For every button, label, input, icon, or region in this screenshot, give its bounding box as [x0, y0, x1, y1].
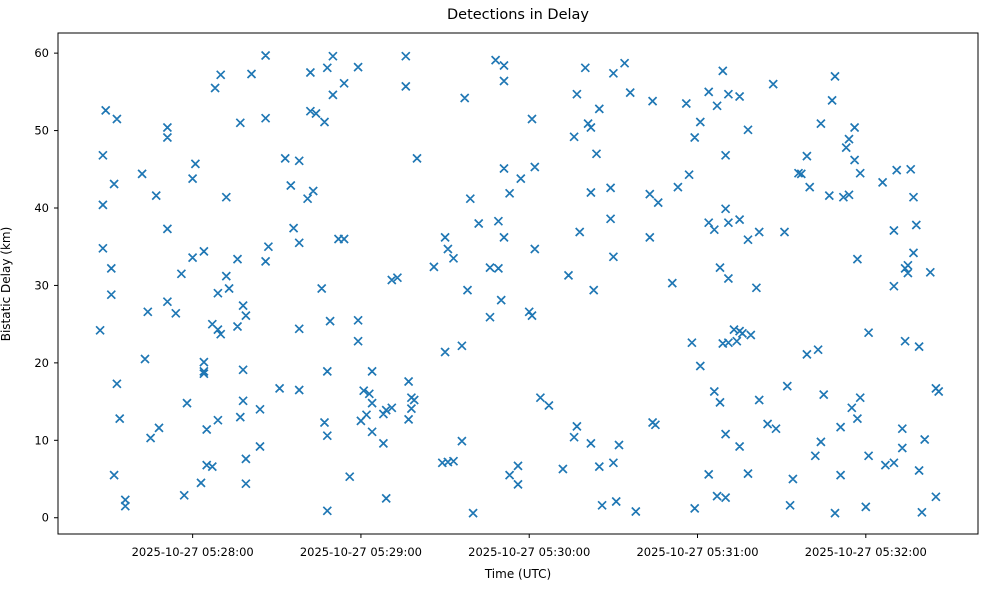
y-tick-label: 40	[34, 201, 49, 215]
y-tick-label: 50	[34, 124, 49, 138]
y-tick-label: 0	[42, 511, 49, 525]
chart-title: Detections in Delay	[446, 7, 589, 23]
x-tick-label: 2025-10-27 05:29:00	[300, 545, 422, 559]
detection-markers	[95, 50, 944, 518]
y-tick-label: 20	[34, 356, 49, 370]
x-tick-label: 2025-10-27 05:28:00	[132, 545, 254, 559]
y-tick-label: 10	[34, 433, 49, 447]
y-tick-label: 60	[34, 46, 49, 60]
y-tick-label: 30	[34, 278, 49, 292]
axes-frame	[57, 32, 979, 535]
y-axis-label: Bistatic Delay (km)	[0, 226, 13, 342]
x-tick-label: 2025-10-27 05:32:00	[805, 545, 927, 559]
x-tick-label: 2025-10-27 05:31:00	[636, 545, 758, 559]
x-axis-label: Time (UTC)	[484, 567, 552, 581]
x-tick-label: 2025-10-27 05:30:00	[468, 545, 590, 559]
